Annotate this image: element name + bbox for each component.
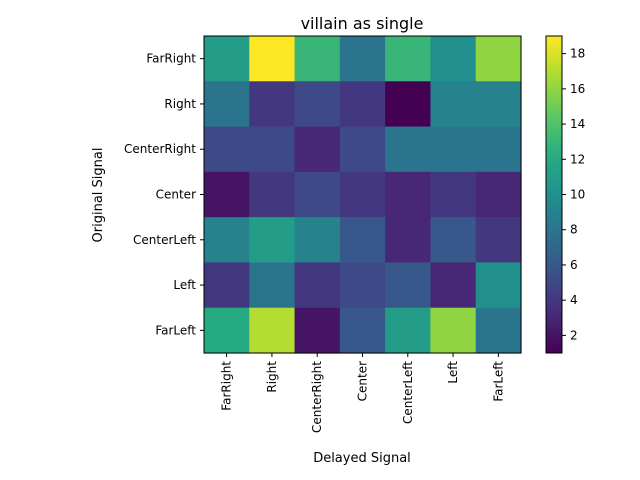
- heatmap-cell: [385, 217, 432, 264]
- heatmap-cell: [385, 36, 432, 82]
- heatmap-cell: [204, 81, 250, 128]
- heatmap-cell: [430, 171, 477, 218]
- heatmap-cell: [249, 217, 296, 264]
- heatmap-cell: [475, 36, 522, 82]
- x-tick-label: FarRight: [220, 361, 234, 411]
- heatmap-cell: [294, 81, 341, 128]
- colorbar-tick-label: 4: [570, 293, 578, 307]
- heatmap-cell: [204, 36, 250, 82]
- heatmap-cell: [430, 126, 477, 173]
- heatmap-cell: [430, 307, 477, 354]
- heatmap-cell: [385, 262, 432, 309]
- colorbar-tick-label: 6: [570, 258, 578, 272]
- heatmap-cell: [430, 36, 477, 82]
- heatmap-cell: [475, 307, 522, 354]
- heatmap-cell: [294, 307, 341, 354]
- heatmap-cell: [294, 36, 341, 82]
- chart-title: villain as single: [301, 14, 424, 33]
- heatmap-cell: [475, 81, 522, 128]
- colorbar-ticks: 2 4 6 8 10 12 14 16 18: [562, 47, 585, 342]
- heatmap-cell: [430, 81, 477, 128]
- y-tick-label: Right: [164, 97, 196, 111]
- heatmap-cell: [249, 262, 296, 309]
- heatmap-cell: [385, 81, 432, 128]
- x-tick-label: FarLeft: [491, 361, 505, 402]
- heatmap-cell: [430, 262, 477, 309]
- heatmap-cell: [385, 307, 432, 354]
- heatmap-cell: [339, 262, 386, 309]
- heatmap-cells: [204, 36, 522, 354]
- heatmap-cell: [204, 307, 250, 354]
- x-axis-ticks: FarRight Right CenterRight Center CenterLeft…: [220, 353, 505, 433]
- x-tick-label: Center: [356, 361, 370, 401]
- y-axis-label: Original Signal: [91, 148, 106, 243]
- heatmap-cell: [339, 126, 386, 173]
- heatmap-cell: [339, 171, 386, 218]
- heatmap-cell: [294, 262, 341, 309]
- heatmap-cell: [204, 171, 250, 218]
- y-tick-label: CenterRight: [124, 142, 196, 156]
- heatmap-cell: [249, 171, 296, 218]
- y-tick-label: FarLeft: [155, 323, 196, 337]
- x-tick-label: Right: [265, 361, 279, 393]
- heatmap-cell: [204, 262, 250, 309]
- colorbar-tick-label: 8: [570, 223, 578, 237]
- heatmap-cell: [294, 126, 341, 173]
- heatmap-cell: [475, 171, 522, 218]
- colorbar-tick-label: 10: [570, 188, 585, 202]
- colorbar-gradient: [545, 35, 563, 354]
- heatmap-cell: [204, 217, 250, 264]
- colorbar-tick-label: 12: [570, 152, 585, 166]
- x-axis-label: Delayed Signal: [313, 451, 411, 466]
- x-tick-label: Left: [446, 361, 460, 384]
- heatmap-cell: [475, 126, 522, 173]
- y-tick-label: CenterLeft: [133, 233, 196, 247]
- heatmap-cell: [294, 171, 341, 218]
- heatmap-cell: [249, 36, 296, 82]
- heatmap-cell: [385, 126, 432, 173]
- heatmap-cell: [430, 217, 477, 264]
- heatmap-cell: [339, 81, 386, 128]
- heatmap-cell: [339, 217, 386, 264]
- colorbar-tick-label: 18: [570, 47, 585, 61]
- x-tick-label: CenterRight: [310, 361, 324, 433]
- y-tick-label: FarRight: [146, 52, 196, 66]
- colorbar-tick-label: 16: [570, 82, 585, 96]
- colorbar-tick-label: 14: [570, 117, 585, 131]
- heatmap-cell: [204, 126, 250, 173]
- x-tick-label: CenterLeft: [401, 361, 415, 424]
- heatmap-cell: [475, 217, 522, 264]
- heatmap-cell: [475, 262, 522, 309]
- heatmap-cell: [249, 307, 296, 354]
- heatmap-cell: [339, 307, 386, 354]
- heatmap-cell: [249, 126, 296, 173]
- y-tick-label: Left: [173, 278, 196, 292]
- heatmap-cell: [339, 36, 386, 82]
- colorbar: 2 4 6 8 10 12 14 16 18: [545, 35, 585, 354]
- colorbar-tick-label: 2: [570, 328, 578, 342]
- heatmap-cell: [294, 217, 341, 264]
- heatmap-cell: [249, 81, 296, 128]
- heatmap-cell: [385, 171, 432, 218]
- y-tick-label: Center: [156, 188, 196, 202]
- y-axis-ticks: FarRight Right CenterRight Center CenterLeft…: [124, 52, 204, 337]
